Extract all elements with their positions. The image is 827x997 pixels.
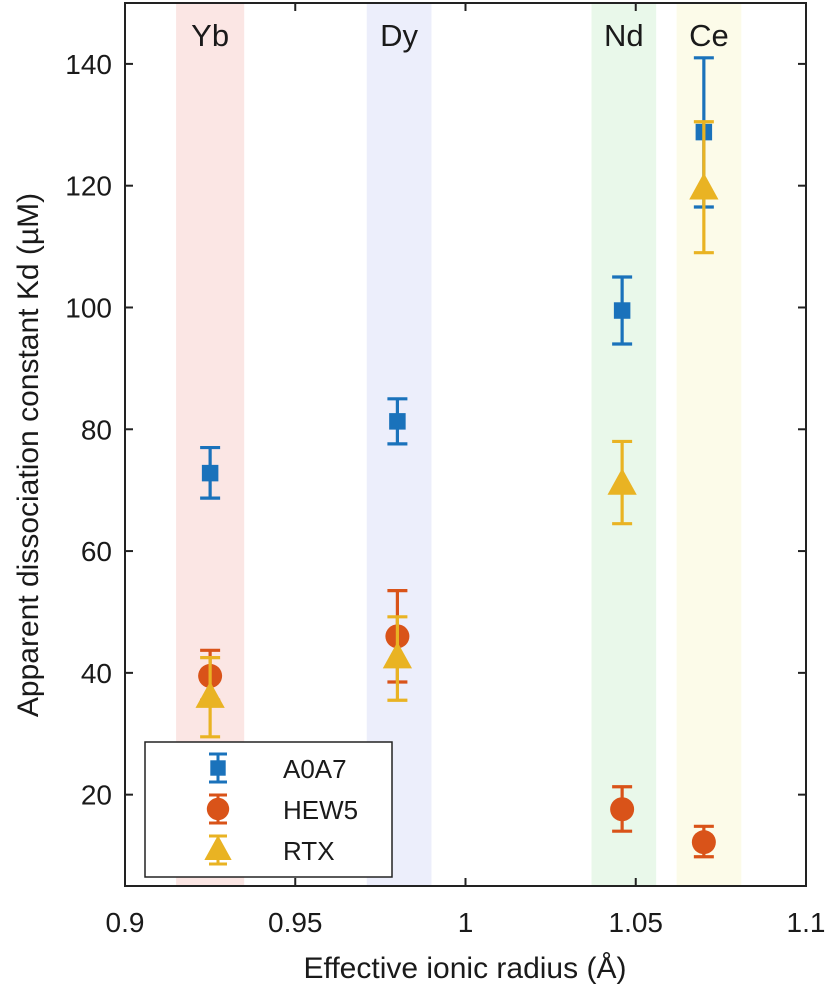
band-yb <box>176 3 245 886</box>
x-axis-label: Effective ionic radius (Å) <box>304 952 627 985</box>
legend-entry-hew5: HEW5 <box>206 793 358 825</box>
band-nd <box>591 3 657 886</box>
series-rtx <box>195 120 719 739</box>
y-tick-label: 140 <box>65 49 112 80</box>
point-hew5-3 <box>691 830 716 855</box>
x-tick-label: 1 <box>458 907 474 938</box>
legend: A0A7 HEW5 RTX <box>144 741 393 878</box>
y-tick-label: 100 <box>65 292 112 323</box>
legend-marker-hew5 <box>206 797 230 821</box>
x-tick-label: 1.1 <box>787 907 826 938</box>
band-label-yb: Yb <box>191 18 229 53</box>
point-rtx-1 <box>382 641 413 669</box>
legend-entry-a0a7: A0A7 <box>209 752 347 784</box>
x-tick-label: 1.05 <box>609 907 664 938</box>
legend-label-a0a7: A0A7 <box>283 754 347 784</box>
band-label-dy: Dy <box>380 18 418 53</box>
x-tick-label: 0.9 <box>106 907 145 938</box>
legend-marker-a0a7 <box>210 760 226 776</box>
point-rtx-3 <box>689 172 719 200</box>
legend-label-rtx: RTX <box>283 836 335 866</box>
point-hew5-2 <box>610 797 635 822</box>
y-tick-label: 60 <box>81 536 112 567</box>
y-axis-label: Apparent dissociation constant Kd (µM) <box>12 193 45 717</box>
axes: 0.9 0.95 1 1.05 1.1 20 40 60 80 100 120 140 <box>65 2 826 938</box>
band-label-nd: Nd <box>604 18 644 53</box>
point-a0a7-2 <box>613 302 631 319</box>
legend-entry-rtx: RTX <box>204 834 335 866</box>
y-tick-label: 20 <box>81 780 112 811</box>
point-rtx-0 <box>195 681 225 708</box>
point-a0a7-1 <box>389 413 406 430</box>
legend-box <box>144 741 393 878</box>
y-tick-label: 120 <box>65 171 112 202</box>
legend-marker-rtx <box>204 835 232 860</box>
x-tick-label: 0.95 <box>268 907 323 938</box>
point-a0a7-0 <box>201 464 219 482</box>
series-a0a7 <box>200 56 714 500</box>
point-rtx-2 <box>607 468 637 495</box>
series-layer <box>195 56 719 859</box>
band-ce <box>676 3 742 886</box>
y-tick-label: 40 <box>81 658 112 689</box>
y-tick-label: 80 <box>81 414 112 445</box>
band-layer: Yb Dy Nd Ce <box>176 3 742 886</box>
band-label-ce: Ce <box>689 18 729 53</box>
legend-label-hew5: HEW5 <box>283 795 358 825</box>
